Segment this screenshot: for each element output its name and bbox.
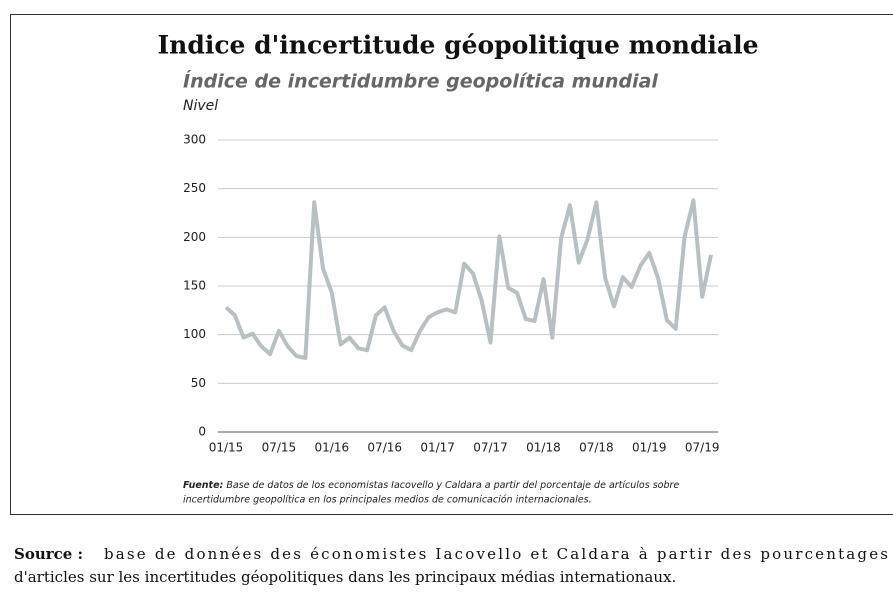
- source-line: base de données des économistes Iacovell…: [104, 545, 888, 563]
- y-tick-label: 150: [183, 279, 206, 293]
- note: Fuente: Base de datos de los economistas…: [183, 480, 679, 491]
- note-line: Base de datos de los economistas Iacovel…: [226, 480, 679, 491]
- x-tick-label: 07/15: [262, 441, 297, 455]
- x-tick-label: 07/18: [579, 441, 614, 455]
- frame: [10, 14, 893, 515]
- y-tick-label: 0: [198, 425, 206, 439]
- x-tick-label: 01/17: [420, 441, 455, 455]
- y-tick-label: 50: [191, 376, 206, 390]
- series-line: [224, 198, 713, 360]
- chart-subtitle: Índice de incertidumbre geopolítica mund…: [183, 70, 658, 93]
- y-tick-label: 200: [183, 230, 206, 244]
- chart-title: Indice d'incertitude géopolitique mondia…: [157, 31, 758, 60]
- x-tick-label: 07/16: [367, 441, 402, 455]
- x-tick-label: 01/18: [526, 441, 561, 455]
- x-tick-label: 07/17: [473, 441, 508, 455]
- x-tick-label: 01/16: [315, 441, 350, 455]
- source-label: Source :: [14, 545, 83, 563]
- y-tick-label: 100: [183, 327, 206, 341]
- y-axis-label: Nivel: [183, 98, 218, 114]
- note-line: incertidumbre geopolítica en los princip…: [183, 495, 592, 506]
- x-tick-label: 07/19: [685, 441, 720, 455]
- y-tick-label: 250: [183, 181, 206, 195]
- x-tick-label: 01/15: [209, 441, 244, 455]
- y-tick-label: 300: [183, 133, 206, 147]
- note-label: Fuente:: [183, 480, 224, 491]
- source-line: d'articles sur les incertitudes géopolit…: [14, 568, 676, 586]
- x-tick-label: 01/19: [632, 441, 667, 455]
